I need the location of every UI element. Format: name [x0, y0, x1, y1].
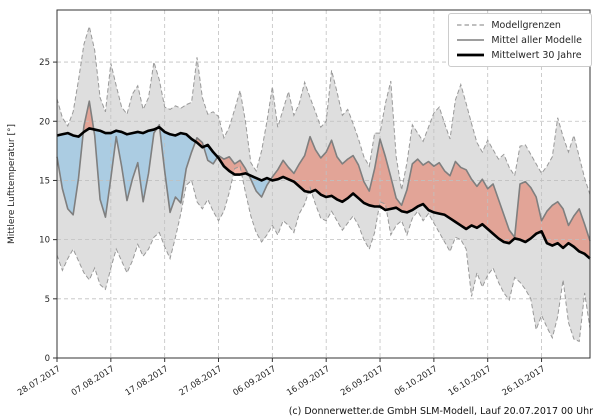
legend-item-30y-mean: Mittelwert 30 Jahre [457, 48, 582, 62]
y-tick-label: 0 [45, 354, 50, 364]
x-tick-label: 16.09.2017 [285, 364, 332, 398]
legend-item-model-mean: Mittel aller Modelle [457, 33, 582, 47]
warm-anomaly-fill [270, 136, 590, 259]
black-line-sample-icon [457, 53, 485, 57]
chart-caption: (c) Donnerwetter.de GmbH SLM-Modell, Lau… [288, 406, 593, 417]
dashed-line-sample-icon [457, 24, 485, 26]
gray-line-sample-icon [457, 39, 485, 41]
cold-anomaly-fill [57, 132, 84, 215]
x-tick-label: 07.08.2017 [70, 364, 117, 398]
cold-anomaly-fill [93, 128, 158, 218]
legend-label: Mittelwert 30 Jahre [491, 49, 582, 61]
legend-label: Modellgrenzen [491, 19, 561, 31]
y-tick-label: 5 [45, 295, 50, 305]
30-year-mean-line [56, 125, 591, 260]
x-tick-label: 28.07.2017 [16, 364, 63, 398]
cold-anomaly-fill [159, 127, 196, 213]
legend-item-model-bounds: Modellgrenzen [457, 18, 582, 32]
plot-border [56, 9, 591, 359]
x-tick-label: 26.10.2017 [501, 364, 548, 398]
x-tick-label: 06.10.2017 [393, 364, 440, 398]
y-tick-label: 15 [39, 176, 50, 186]
x-tick-label: 26.09.2017 [339, 364, 386, 398]
chart-legend: Modellgrenzen Mittel aller Modelle Mitte… [448, 13, 592, 67]
legend-label: Mittel aller Modelle [491, 34, 582, 46]
model-mean-line [56, 100, 591, 242]
model-lower-bound-line [56, 165, 591, 343]
x-tick-label: 06.09.2017 [231, 364, 278, 398]
y-tick-label: 25 [39, 58, 50, 68]
x-tick-label: 17.08.2017 [124, 364, 171, 398]
warm-anomaly-fill [83, 101, 94, 133]
model-upper-bound-line [56, 24, 591, 195]
y-axis-label: Mittlere Lufttemperatur [°] [7, 124, 17, 244]
y-tick-label: 20 [39, 117, 50, 127]
x-tick-label: 16.10.2017 [447, 364, 494, 398]
x-tick-label: 27.08.2017 [178, 364, 225, 398]
y-tick-label: 10 [39, 236, 50, 246]
cold-anomaly-fill [203, 144, 218, 164]
